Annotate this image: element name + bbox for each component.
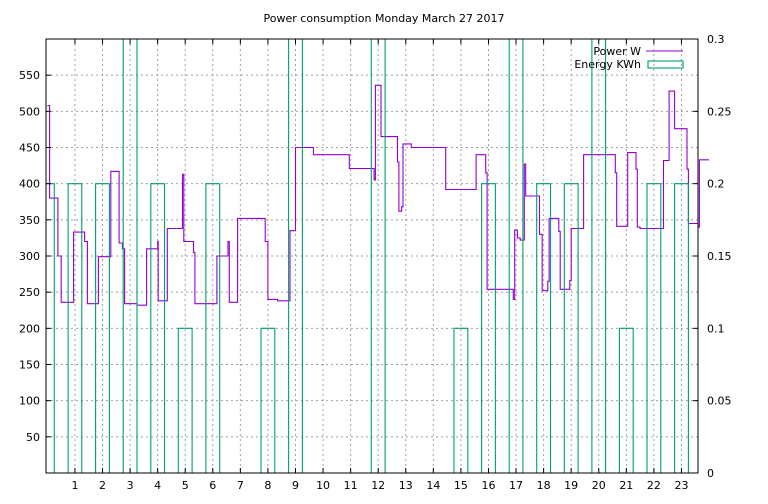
x-tick-label: 19 bbox=[564, 479, 578, 492]
x-tick-label: 15 bbox=[454, 479, 468, 492]
x-tick-label: 14 bbox=[426, 479, 440, 492]
y-tick-label: 250 bbox=[19, 286, 40, 299]
legend-label-energy: Energy KWh bbox=[574, 58, 641, 71]
x-tick-label: 5 bbox=[182, 479, 189, 492]
legend: Power W Energy KWh bbox=[574, 45, 684, 71]
y-tick-label: 500 bbox=[19, 105, 40, 118]
x-tick-label: 9 bbox=[292, 479, 299, 492]
x-tick-label: 2 bbox=[99, 479, 106, 492]
x-tick-label: 3 bbox=[127, 479, 134, 492]
x-tick-label: 18 bbox=[537, 479, 551, 492]
y-tick-label: 350 bbox=[19, 214, 40, 227]
y-tick-label: 450 bbox=[19, 142, 40, 155]
x-tick-label: 10 bbox=[316, 479, 330, 492]
x-tick-label: 20 bbox=[592, 479, 606, 492]
y2-tick-label: 0 bbox=[707, 467, 714, 480]
x-tick-label: 12 bbox=[371, 479, 385, 492]
y2-tick-label: 0.15 bbox=[707, 250, 732, 263]
y-tick-label: 100 bbox=[19, 395, 40, 408]
y-tick-label: 150 bbox=[19, 359, 40, 372]
y-tick-label: 400 bbox=[19, 178, 40, 191]
y-tick-label: 50 bbox=[26, 431, 40, 444]
x-tick-label: 1 bbox=[71, 479, 78, 492]
x-tick-label: 23 bbox=[674, 479, 688, 492]
legend-swatch-energy bbox=[647, 60, 684, 69]
x-tick-label: 13 bbox=[399, 479, 413, 492]
legend-label-power: Power W bbox=[593, 45, 641, 58]
x-tick-label: 16 bbox=[481, 479, 495, 492]
y-tick-label: 200 bbox=[19, 322, 40, 335]
x-tick-label: 4 bbox=[154, 479, 161, 492]
x-tick-label: 17 bbox=[509, 479, 523, 492]
plot-frame bbox=[45, 38, 699, 474]
y-tick-label: 550 bbox=[19, 69, 40, 82]
chart-title: Power consumption Monday March 27 2017 bbox=[264, 12, 505, 25]
grid-lines bbox=[46, 39, 698, 473]
x-tick-label: 8 bbox=[264, 479, 271, 492]
x-tick-label: 6 bbox=[209, 479, 216, 492]
y2-tick-label: 0.25 bbox=[707, 105, 732, 118]
x-tick-label: 7 bbox=[237, 479, 244, 492]
x-tick-label: 21 bbox=[619, 479, 633, 492]
axes: 1 2 3 4 5 6 7 8 9 10 11 12 13 14 15 16 17 18 19 20 21 22 23501… bbox=[19, 33, 732, 492]
y2-tick-label: 0.1 bbox=[707, 322, 725, 335]
x-tick-label: 22 bbox=[647, 479, 661, 492]
y2-tick-label: 0.2 bbox=[707, 178, 725, 191]
x-tick-label: 11 bbox=[344, 479, 358, 492]
y2-tick-label: 0.3 bbox=[707, 33, 725, 46]
y-tick-label: 300 bbox=[19, 250, 40, 263]
y2-tick-label: 0.05 bbox=[707, 395, 732, 408]
